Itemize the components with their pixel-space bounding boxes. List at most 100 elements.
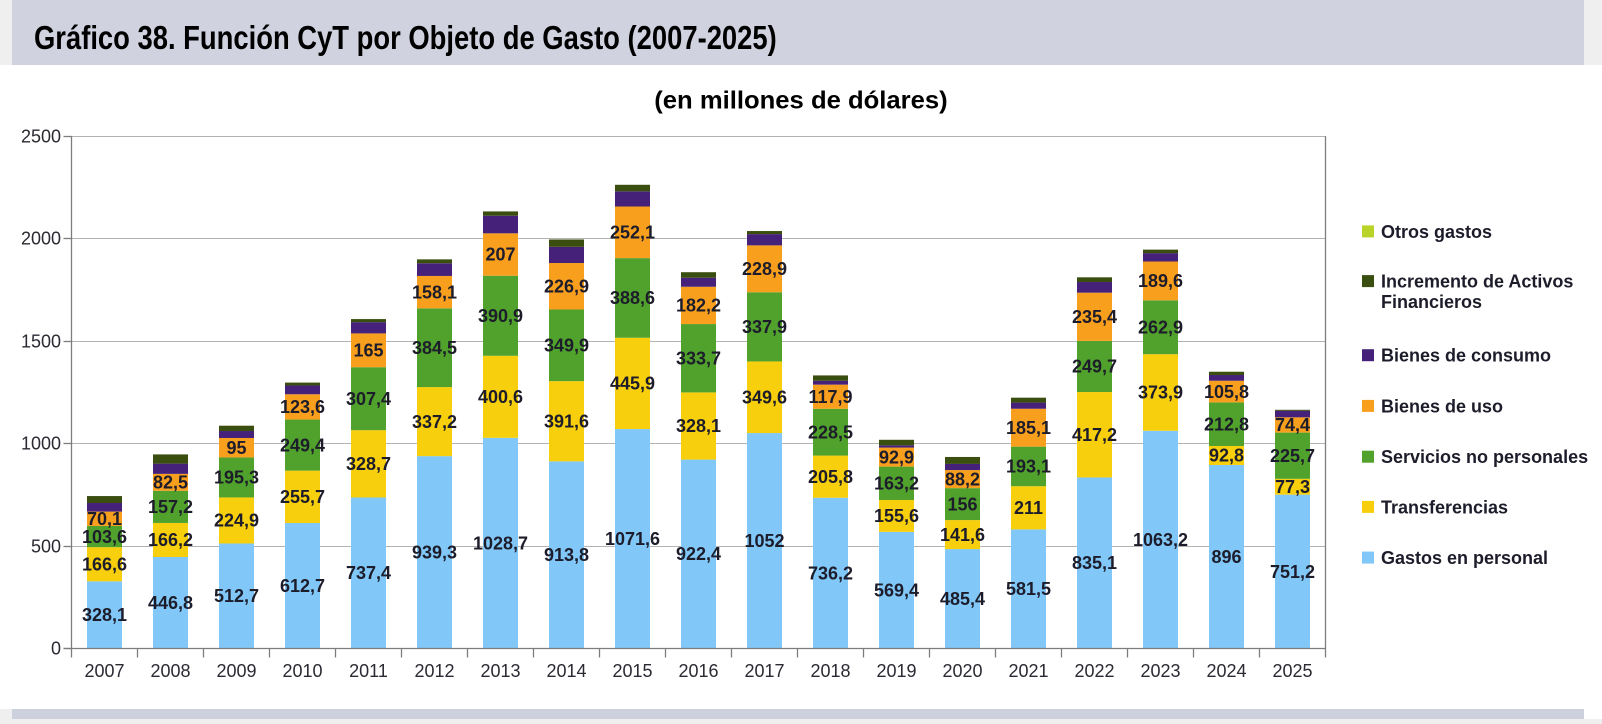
svg-text:92,9: 92,9 xyxy=(879,447,914,467)
svg-text:Financieros: Financieros xyxy=(1381,292,1482,312)
svg-text:235,4: 235,4 xyxy=(1072,307,1117,327)
svg-text:373,9: 373,9 xyxy=(1138,383,1183,403)
svg-text:166,6: 166,6 xyxy=(82,554,127,574)
svg-text:569,4: 569,4 xyxy=(874,580,919,600)
svg-text:2025: 2025 xyxy=(1272,661,1312,681)
svg-text:400,6: 400,6 xyxy=(478,387,523,407)
svg-text:211: 211 xyxy=(1014,498,1043,518)
svg-text:185,1: 185,1 xyxy=(1006,418,1051,438)
svg-text:212,8: 212,8 xyxy=(1204,414,1249,434)
svg-text:70,1: 70,1 xyxy=(87,509,122,529)
svg-text:512,7: 512,7 xyxy=(214,586,259,606)
svg-text:205,8: 205,8 xyxy=(808,467,853,487)
svg-text:612,7: 612,7 xyxy=(280,576,325,596)
svg-text:165: 165 xyxy=(353,341,383,361)
svg-text:123,6: 123,6 xyxy=(280,397,325,417)
svg-text:2013: 2013 xyxy=(480,661,520,681)
svg-text:337,2: 337,2 xyxy=(412,412,457,432)
svg-text:182,2: 182,2 xyxy=(676,296,721,316)
svg-text:252,1: 252,1 xyxy=(610,223,655,243)
svg-text:117,9: 117,9 xyxy=(808,387,852,407)
svg-text:417,2: 417,2 xyxy=(1072,425,1117,445)
svg-text:751,2: 751,2 xyxy=(1270,562,1315,582)
svg-text:193,1: 193,1 xyxy=(1006,457,1051,477)
svg-text:328,1: 328,1 xyxy=(82,605,127,625)
svg-text:82,5: 82,5 xyxy=(153,473,188,493)
svg-text:835,1: 835,1 xyxy=(1072,553,1117,573)
svg-text:2024: 2024 xyxy=(1206,661,1246,681)
svg-text:939,3: 939,3 xyxy=(412,543,457,563)
svg-text:Gastos en personal: Gastos en personal xyxy=(1381,548,1548,568)
svg-text:189,6: 189,6 xyxy=(1138,271,1183,291)
svg-text:103,6: 103,6 xyxy=(82,527,127,547)
svg-text:485,4: 485,4 xyxy=(940,589,985,609)
svg-text:0: 0 xyxy=(51,639,61,659)
svg-text:166,2: 166,2 xyxy=(148,530,193,550)
svg-text:2009: 2009 xyxy=(216,661,256,681)
svg-text:2000: 2000 xyxy=(21,229,61,249)
svg-text:Servicios no personales: Servicios no personales xyxy=(1381,447,1588,467)
svg-text:446,8: 446,8 xyxy=(148,593,193,613)
svg-text:337,9: 337,9 xyxy=(742,317,787,337)
svg-text:2008: 2008 xyxy=(150,661,190,681)
svg-text:1028,7: 1028,7 xyxy=(473,533,528,553)
svg-text:2017: 2017 xyxy=(744,661,784,681)
svg-text:Incremento de Activos: Incremento de Activos xyxy=(1381,272,1573,292)
svg-text:Transferencias: Transferencias xyxy=(1381,497,1508,517)
svg-text:225,7: 225,7 xyxy=(1270,446,1315,466)
svg-text:163,2: 163,2 xyxy=(874,474,919,494)
svg-text:328,7: 328,7 xyxy=(346,454,391,474)
svg-text:922,4: 922,4 xyxy=(676,544,721,564)
svg-text:95: 95 xyxy=(226,438,246,458)
svg-text:105,8: 105,8 xyxy=(1204,382,1249,402)
svg-text:1052: 1052 xyxy=(744,531,784,551)
svg-text:500: 500 xyxy=(31,537,61,557)
svg-text:249,4: 249,4 xyxy=(280,435,325,455)
svg-text:Bienes de consumo: Bienes de consumo xyxy=(1381,346,1551,366)
svg-text:388,6: 388,6 xyxy=(610,288,655,308)
svg-text:349,9: 349,9 xyxy=(544,336,589,356)
svg-text:2011: 2011 xyxy=(349,661,388,681)
svg-text:195,3: 195,3 xyxy=(214,468,259,488)
svg-text:913,8: 913,8 xyxy=(544,545,589,565)
svg-text:224,9: 224,9 xyxy=(214,511,259,531)
svg-text:1000: 1000 xyxy=(21,434,61,454)
svg-text:228,9: 228,9 xyxy=(742,259,787,279)
svg-text:92,8: 92,8 xyxy=(1209,446,1244,466)
svg-text:88,2: 88,2 xyxy=(945,469,980,489)
svg-text:2016: 2016 xyxy=(678,661,718,681)
svg-text:74,4: 74,4 xyxy=(1275,415,1310,435)
svg-text:2018: 2018 xyxy=(810,661,850,681)
svg-text:1071,6: 1071,6 xyxy=(605,529,660,549)
svg-text:249,7: 249,7 xyxy=(1072,357,1117,377)
svg-text:2010: 2010 xyxy=(282,661,322,681)
svg-text:156: 156 xyxy=(947,494,977,514)
svg-text:2014: 2014 xyxy=(546,661,586,681)
svg-text:737,4: 737,4 xyxy=(346,563,391,583)
svg-text:349,6: 349,6 xyxy=(742,388,787,408)
svg-text:2012: 2012 xyxy=(414,661,454,681)
svg-text:307,4: 307,4 xyxy=(346,389,391,409)
svg-text:2020: 2020 xyxy=(942,661,982,681)
svg-text:262,9: 262,9 xyxy=(1138,318,1183,338)
svg-text:2015: 2015 xyxy=(612,661,652,681)
svg-text:896: 896 xyxy=(1211,547,1241,567)
svg-text:2007: 2007 xyxy=(84,661,124,681)
svg-text:207: 207 xyxy=(485,245,515,265)
svg-text:390,9: 390,9 xyxy=(478,306,523,326)
svg-text:328,1: 328,1 xyxy=(676,416,721,436)
svg-text:2500: 2500 xyxy=(21,127,61,147)
svg-text:Bienes de uso: Bienes de uso xyxy=(1381,396,1503,416)
svg-text:77,3: 77,3 xyxy=(1275,477,1310,497)
svg-text:Otros gastos: Otros gastos xyxy=(1381,222,1492,242)
svg-text:155,6: 155,6 xyxy=(874,506,919,526)
svg-text:581,5: 581,5 xyxy=(1006,579,1051,599)
svg-text:2022: 2022 xyxy=(1074,661,1114,681)
svg-text:384,5: 384,5 xyxy=(412,338,457,358)
svg-text:158,1: 158,1 xyxy=(412,282,457,302)
svg-text:157,2: 157,2 xyxy=(148,497,193,517)
svg-text:226,9: 226,9 xyxy=(544,277,589,297)
svg-text:2019: 2019 xyxy=(876,661,916,681)
svg-text:141,6: 141,6 xyxy=(940,525,985,545)
svg-text:1500: 1500 xyxy=(21,332,61,352)
